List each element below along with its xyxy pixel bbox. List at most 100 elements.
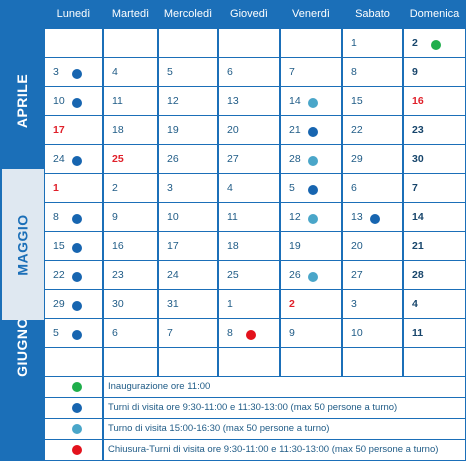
month-label: GIUGNO xyxy=(0,317,44,377)
day-number: 9 xyxy=(289,327,295,339)
event-marker xyxy=(431,40,441,50)
event-marker xyxy=(246,330,256,340)
day-cell: 26 xyxy=(280,260,342,290)
day-cell: 9 xyxy=(403,57,466,87)
day-number: 27 xyxy=(227,153,239,165)
day-number: 22 xyxy=(351,124,363,136)
legend-text-cell: Turno di visita 15:00-16:30 (max 50 pers… xyxy=(103,418,466,440)
day-number: 18 xyxy=(112,124,124,136)
day-number: 19 xyxy=(289,240,301,252)
legend-text-cell: Inaugurazione ore 11:00 xyxy=(103,376,466,398)
weekday-header: Giovedì xyxy=(230,8,268,20)
day-number: 9 xyxy=(412,66,418,78)
day-cell: 6 xyxy=(218,57,280,87)
event-marker xyxy=(308,98,318,108)
day-cell: 5 xyxy=(158,57,218,87)
day-number: 10 xyxy=(351,327,363,339)
day-number: 5 xyxy=(53,327,59,339)
day-number: 6 xyxy=(227,66,233,78)
day-cell: 21 xyxy=(280,115,342,145)
day-cell: 27 xyxy=(218,144,280,174)
day-number: 4 xyxy=(112,66,118,78)
legend-marker xyxy=(72,424,82,434)
day-cell: 11 xyxy=(103,86,158,116)
month-text: MAGGIO xyxy=(15,213,31,276)
day-cell xyxy=(103,28,158,58)
day-number: 3 xyxy=(167,182,173,194)
day-cell: 26 xyxy=(158,144,218,174)
day-cell: 16 xyxy=(403,86,466,116)
day-number: 5 xyxy=(289,182,295,194)
day-cell: 20 xyxy=(218,115,280,145)
legend-marker-cell xyxy=(44,376,103,398)
day-number: 31 xyxy=(167,298,179,310)
day-cell: 31 xyxy=(158,289,218,319)
day-number: 29 xyxy=(53,298,65,310)
day-number: 8 xyxy=(53,211,59,223)
day-number: 13 xyxy=(351,211,363,223)
event-marker xyxy=(72,330,82,340)
day-number: 8 xyxy=(351,66,357,78)
day-cell: 29 xyxy=(44,289,103,319)
weekday-header: Mercoledì xyxy=(163,8,213,20)
legend-marker xyxy=(72,403,82,413)
day-cell xyxy=(44,347,103,377)
legend-marker-cell xyxy=(44,418,103,440)
month-label: APRILE xyxy=(0,28,44,173)
event-marker xyxy=(72,69,82,79)
day-number: 13 xyxy=(227,95,239,107)
day-number: 23 xyxy=(412,124,424,136)
day-number: 4 xyxy=(227,182,233,194)
day-number: 21 xyxy=(289,124,301,136)
day-number: 5 xyxy=(167,66,173,78)
legend-marker xyxy=(72,382,82,392)
day-cell: 24 xyxy=(44,144,103,174)
day-number: 25 xyxy=(112,153,124,165)
event-marker xyxy=(370,214,380,224)
day-number: 30 xyxy=(112,298,124,310)
day-number: 29 xyxy=(351,153,363,165)
day-number: 26 xyxy=(289,269,301,281)
day-cell: 10 xyxy=(44,86,103,116)
day-cell: 8 xyxy=(342,57,403,87)
day-number: 7 xyxy=(167,327,173,339)
legend-text: Turno di visita 15:00-16:30 (max 50 pers… xyxy=(108,423,330,434)
day-cell: 4 xyxy=(218,173,280,203)
day-cell: 2 xyxy=(103,173,158,203)
day-number: 17 xyxy=(167,240,179,252)
day-number: 28 xyxy=(412,269,424,281)
event-marker xyxy=(72,98,82,108)
day-cell: 27 xyxy=(342,260,403,290)
day-number: 27 xyxy=(351,269,363,281)
day-cell: 13 xyxy=(218,86,280,116)
day-number: 15 xyxy=(351,95,363,107)
day-cell xyxy=(218,347,280,377)
day-number: 7 xyxy=(289,66,295,78)
weekday-header: Domenica xyxy=(409,8,460,20)
month-label: MAGGIO xyxy=(2,169,44,320)
event-marker xyxy=(308,156,318,166)
day-number: 11 xyxy=(112,95,123,107)
day-number: 10 xyxy=(167,211,179,223)
event-marker xyxy=(72,156,82,166)
day-cell: 22 xyxy=(44,260,103,290)
month-text: GIUGNO xyxy=(14,317,30,377)
day-number: 16 xyxy=(412,95,424,107)
legend-text: Turni di visita ore 9:30-11:00 e 11:30-1… xyxy=(108,402,398,413)
day-cell: 21 xyxy=(403,231,466,261)
event-marker xyxy=(72,272,82,282)
day-number: 14 xyxy=(412,211,424,223)
day-cell: 7 xyxy=(280,57,342,87)
day-number: 17 xyxy=(53,124,65,136)
day-cell xyxy=(158,347,218,377)
day-number: 26 xyxy=(167,153,179,165)
day-number: 30 xyxy=(412,153,424,165)
day-cell: 2 xyxy=(280,289,342,319)
day-number: 3 xyxy=(53,66,59,78)
legend-text-cell: Chiusura-Turni di visita ore 9:30-11:00 … xyxy=(103,439,466,461)
day-number: 11 xyxy=(227,211,238,223)
day-cell: 7 xyxy=(403,173,466,203)
day-number: 24 xyxy=(167,269,179,281)
day-number: 28 xyxy=(289,153,301,165)
day-cell: 14 xyxy=(403,202,466,232)
